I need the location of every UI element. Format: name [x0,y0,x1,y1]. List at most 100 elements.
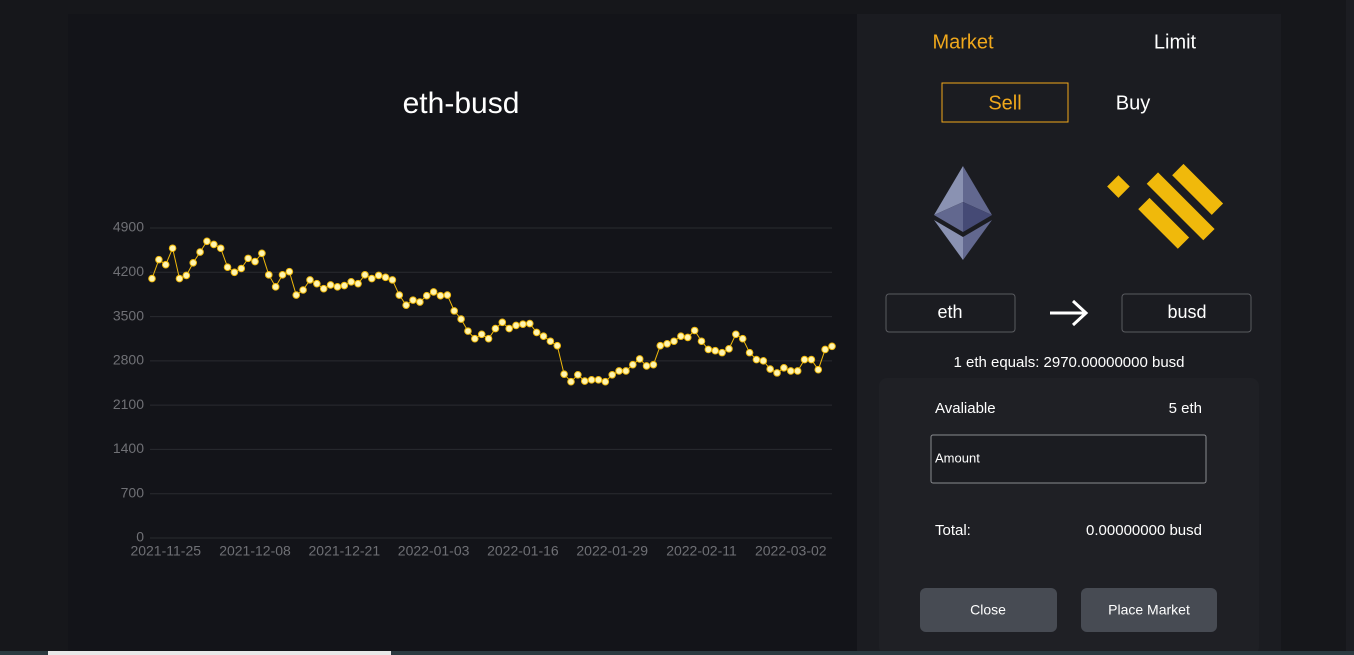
eth-logo [934,166,992,260]
place-button[interactable] [1081,588,1217,632]
price-point [780,364,788,372]
price-point [210,240,218,249]
buy-label[interactable]: Buy [1116,92,1150,114]
price-point [278,271,287,279]
price-point [457,315,465,323]
chart-panel [68,14,857,655]
price-point [670,337,678,346]
price-point [649,360,658,369]
from-box [885,293,1016,333]
price-point [361,271,369,279]
price-point [175,274,184,283]
price-point [773,369,781,377]
close-label[interactable]: Close [970,602,1006,618]
sell-label[interactable]: Sell [988,92,1021,114]
y-tick-label: 700 [121,484,145,500]
price-point [299,286,307,294]
price-point [313,279,321,288]
y-tick-label: 2800 [113,352,144,368]
price-point [525,319,534,328]
price-point [635,355,644,363]
price-point [560,370,568,378]
price-point [766,365,774,373]
tab-limit[interactable]: Limit [1154,31,1197,53]
price-point [745,348,754,357]
total-value: 0.00000000 busd [1086,522,1202,539]
price-point [683,333,692,342]
price-point [512,321,520,330]
chart-title: eth-busd [403,87,520,120]
price-point [498,318,507,327]
price-point [477,330,486,339]
price-point [677,332,685,340]
price-point [567,377,575,386]
price-point [223,263,232,272]
price-point [519,320,527,328]
to-box [1121,293,1252,333]
from-asset: eth [937,302,962,322]
x-tick-label: 2022-01-16 [487,543,559,559]
price-point [155,255,163,264]
x-tick-label: 2022-03-02 [755,543,827,559]
price-point [168,244,177,253]
tab-market[interactable]: Market [932,31,994,53]
sell-button[interactable] [941,82,1069,123]
price-point [367,274,376,283]
price-point [244,254,252,263]
price-point [436,291,445,300]
price-point [471,334,479,343]
price-point [574,370,582,379]
price-point [216,244,225,253]
price-point [828,342,836,351]
price-point [704,345,713,354]
available-label: Avaliable [935,400,996,417]
hscroll-track [0,651,1354,655]
price-point [800,355,809,364]
x-tick-label: 2022-02-11 [666,543,737,559]
to-asset: busd [1167,302,1206,322]
price-point [182,271,191,280]
amount-input[interactable] [930,434,1207,484]
available-value: 5 eth [1169,400,1202,417]
price-point [752,355,761,364]
price-point [539,332,548,340]
y-tick-label: 4200 [113,263,144,279]
price-point [732,330,740,339]
price-point [203,237,211,246]
price-point [230,268,239,277]
price-point [532,328,541,337]
price-point [814,365,823,374]
y-tick-label: 0 [136,529,144,545]
x-tick-label: 2022-01-29 [576,543,648,559]
price-point [264,271,273,279]
price-point [148,274,156,283]
price-point [443,291,452,299]
price-point [484,334,493,343]
price-point [388,276,397,284]
price-point [601,377,610,386]
price-point [725,345,733,353]
rate: 1 eth equals: 2970.00000000 busd [953,354,1184,371]
close-button[interactable] [920,588,1057,632]
price-point [629,360,637,369]
price-point [711,346,720,355]
plot: 0 700 1400 2100 2800 3500 4200 4900 2021-11-25 20… [113,219,836,559]
arrow [1050,299,1089,327]
price-point [738,334,747,343]
price-point [718,348,726,357]
price-point [429,288,438,296]
price-point [395,291,404,299]
price-point [464,327,472,335]
price-point [374,271,383,280]
place-label[interactable]: Place Market [1108,602,1190,618]
y-tick-label: 1400 [113,440,144,456]
hscroll-thumb[interactable] [48,651,391,655]
price-point [546,337,555,346]
price-point [697,337,706,346]
y-tick-label: 3500 [113,307,144,323]
price-point [189,258,198,267]
price-point [402,301,410,309]
price-point [594,376,603,384]
price-point [319,284,328,293]
